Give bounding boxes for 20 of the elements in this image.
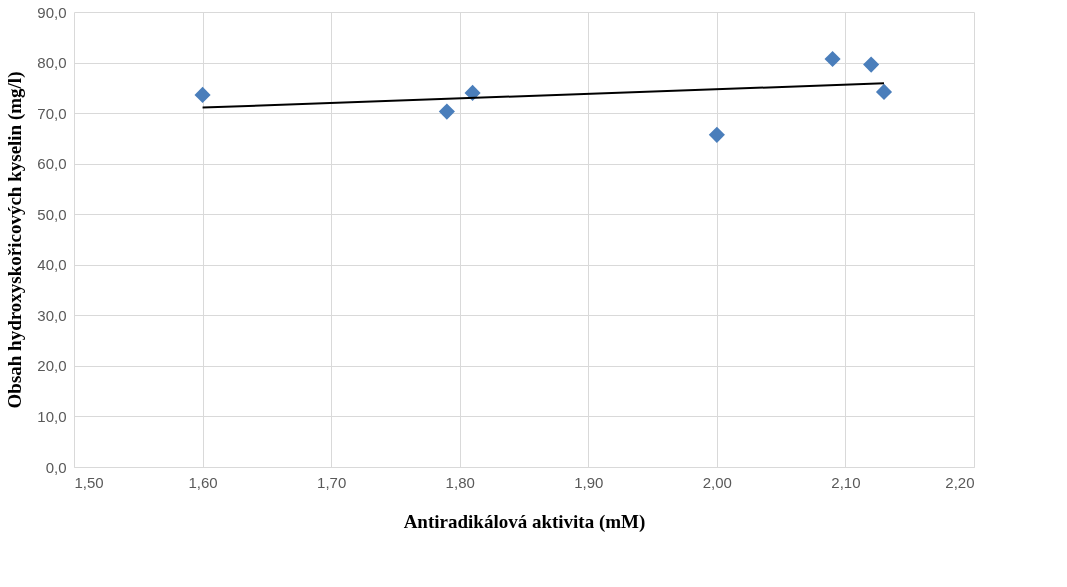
y-tick-label: 60,0: [37, 155, 67, 173]
y-tick-label: 20,0: [37, 357, 67, 375]
y-tick-label: 30,0: [37, 306, 67, 324]
x-axis-title: Antiradikálová aktivita (mM): [403, 510, 646, 533]
y-axis-title: Obsah hydroxyskořicových kyselin (mg/l): [4, 71, 27, 409]
y-tick-label: 90,0: [37, 3, 67, 21]
y-tick-label: 0,0: [45, 458, 67, 476]
x-tick-label: 2,20: [945, 473, 975, 491]
x-tick-label: 1,90: [574, 473, 604, 491]
y-tick-label: 10,0: [37, 407, 67, 425]
y-tick-label: 40,0: [37, 256, 67, 274]
x-tick-label: 2,10: [831, 473, 861, 491]
x-tick-label: 2,00: [702, 473, 732, 491]
x-tick-label: 1,60: [188, 473, 218, 491]
x-tick-label: 1,70: [317, 473, 347, 491]
x-tick-label: 1,80: [445, 473, 475, 491]
y-tick-label: 80,0: [37, 54, 67, 72]
x-tick-label: 1,50: [74, 473, 104, 491]
y-tick-label: 70,0: [37, 104, 67, 122]
y-tick-label: 50,0: [37, 205, 67, 223]
